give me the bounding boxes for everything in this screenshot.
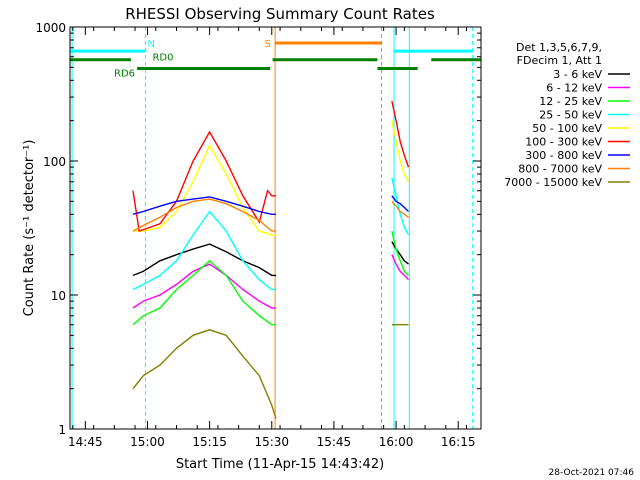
series-line-7-seg-0 [132, 198, 276, 232]
x-tick-label-1: 15:00 [130, 435, 165, 449]
series-line-7-seg-1 [391, 200, 409, 218]
axis-ticks: 14:45 15:00 15:15 15:30 15:45 16:00 16:15 1 10 10… [35, 21, 481, 449]
legend-header-1: FDecim 1, Att 1 [517, 54, 602, 67]
legend-header-0: Det 1,3,5,6,7,9, [516, 41, 602, 54]
x-tick-label-6: 16:15 [441, 435, 476, 449]
y-tick-label-0: 1 [58, 423, 66, 437]
x-tick-label-4: 15:45 [317, 435, 352, 449]
x-tick-label-2: 15:15 [192, 435, 227, 449]
y-tick-label-3: 1000 [35, 21, 66, 35]
legend-label-5: 100 - 300 keV [525, 136, 602, 149]
legend-label-1: 6 - 12 keV [546, 82, 602, 95]
flag-label-s: S [265, 39, 271, 50]
flag-label-rd0: RD0 [152, 53, 173, 64]
series-line-2-seg-0 [132, 259, 276, 326]
plot-frame [69, 26, 482, 430]
series-line-6-seg-0 [132, 196, 276, 215]
timestamp: 28-Oct-2021 07:46 [549, 468, 635, 478]
plot-area: N RD0 RD6 S [70, 27, 481, 429]
series-line-4-seg-1 [391, 120, 410, 183]
series-line-5-seg-0 [132, 130, 276, 233]
legend-label-4: 50 - 100 keV [532, 122, 602, 135]
legend-label-6: 300 - 800 keV [525, 149, 602, 162]
legend-label-0: 3 - 6 keV [553, 68, 602, 81]
series-line-4-seg-0 [133, 144, 276, 236]
series-line-5-seg-1 [391, 100, 410, 168]
series-line-3-seg-1 [391, 177, 410, 236]
series-line-1-seg-1 [391, 254, 410, 281]
legend-label-3: 25 - 50 keV [539, 109, 602, 122]
series-line-0-seg-0 [132, 243, 276, 277]
y-tick-label-2: 100 [43, 155, 66, 169]
series-line-2-seg-1 [391, 230, 409, 276]
x-tick-label-3: 15:30 [254, 435, 289, 449]
x-tick-label-0: 14:45 [68, 435, 103, 449]
series-line-3-seg-0 [132, 210, 276, 291]
x-axis-label: Start Time (11-Apr-15 14:43:42) [176, 457, 384, 472]
x-tick-label-5: 16:00 [379, 435, 414, 449]
legend-label-8: 7000 - 15000 keV [504, 176, 602, 189]
series-line-6-seg-1 [391, 195, 409, 213]
series-line-1-seg-0 [132, 263, 276, 309]
legend-label-7: 800 - 7000 keV [518, 163, 602, 176]
series-line-8-seg-0 [132, 329, 277, 419]
flag-label-rd6: RD6 [114, 69, 135, 80]
y-axis-label: Count Rate (s⁻¹ detector⁻¹) [22, 140, 37, 317]
legend-label-2: 12 - 25 keV [539, 95, 602, 108]
flag-label-n: N [147, 39, 154, 50]
series-line-0-seg-1 [391, 241, 409, 265]
chart-title: RHESSI Observing Summary Count Rates [125, 5, 435, 23]
y-tick-label-1: 10 [51, 289, 66, 303]
legend: Det 1,3,5,6,7,9,FDecim 1, Att 13 - 6 keV… [504, 41, 630, 189]
